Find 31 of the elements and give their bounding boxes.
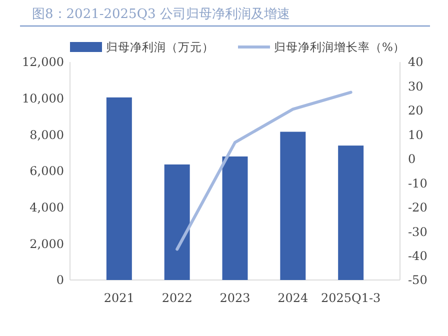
line-series	[176, 90, 352, 251]
y2-tick-label: -30	[408, 224, 428, 239]
y2-tick-label: -10	[408, 176, 428, 190]
x-tick-label: 2021	[104, 291, 134, 305]
y-tick-label: 10,000	[22, 92, 64, 106]
y-tick-label: 4,000	[30, 200, 64, 215]
y2-tick-label: 40	[408, 55, 424, 70]
x-tick-label: 2024	[278, 291, 309, 305]
y2-tick-label: 20	[408, 104, 424, 118]
y2-tick-label: -50	[408, 273, 428, 288]
bar	[164, 164, 190, 280]
y-tick-label: 0	[56, 273, 64, 288]
legend-label: 归母净利润增长率（%）	[274, 40, 405, 54]
x-tick-label: 2023	[220, 291, 250, 305]
chart-title: 图8：2021-2025Q3 公司归母净利润及增速	[32, 7, 290, 22]
y2-tick-label: 30	[408, 79, 424, 94]
y-tick-label: 12,000	[22, 55, 64, 70]
y-tick-label: 2,000	[30, 236, 64, 251]
y2-tick-label: 10	[408, 128, 424, 142]
legend-label: 归母净利润（万元）	[106, 40, 214, 54]
y2-tick-label: 0	[408, 152, 416, 166]
bar	[338, 146, 364, 280]
bar	[222, 156, 248, 280]
y-tick-label: 6,000	[30, 164, 64, 178]
x-tick-label: 2022	[162, 291, 192, 305]
y-tick-label: 8,000	[30, 128, 64, 142]
y2-tick-label: -20	[408, 200, 428, 215]
x-tick-label: 2025Q1-3	[320, 291, 381, 305]
bar	[280, 132, 306, 280]
y2-tick-label: -40	[408, 248, 428, 263]
bar	[106, 97, 132, 280]
